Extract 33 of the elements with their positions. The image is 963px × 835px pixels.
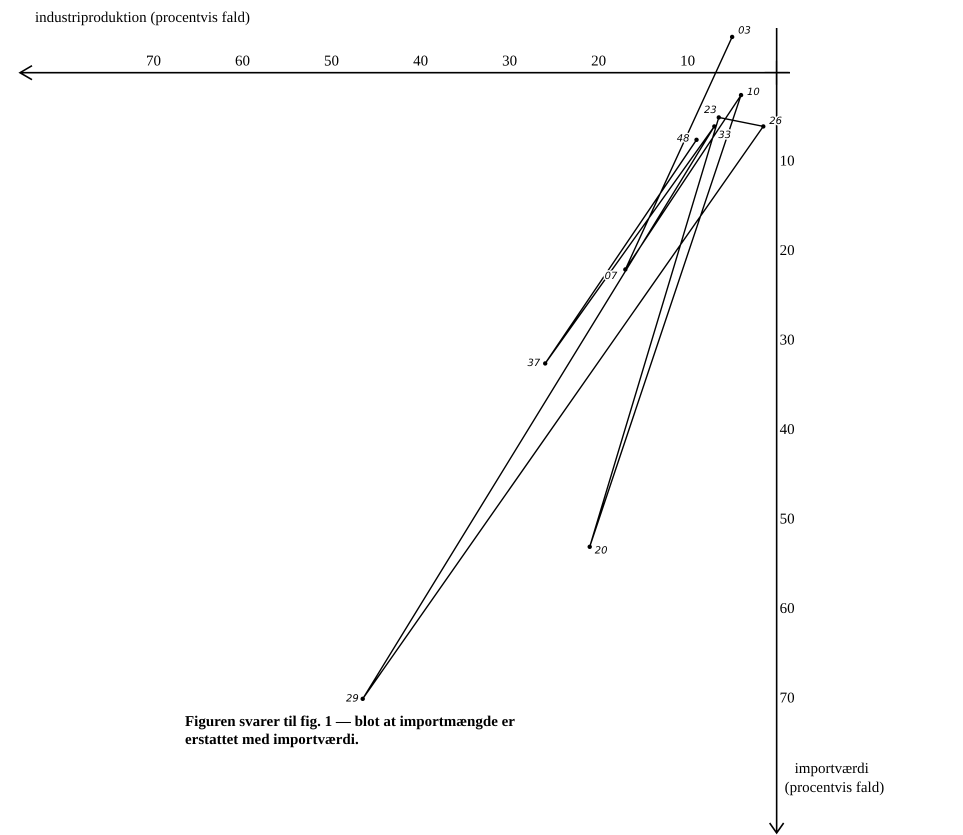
x-tick-label: 60 — [235, 54, 250, 70]
y-tick-label: 20 — [780, 243, 795, 260]
x-tick-label: 30 — [502, 54, 518, 70]
point — [588, 544, 592, 549]
point — [761, 124, 766, 129]
x-tick-label: 20 — [591, 54, 606, 70]
point — [623, 267, 628, 272]
annotation: 20 — [594, 546, 608, 557]
x-tick-label: 40 — [413, 54, 428, 70]
point — [712, 124, 717, 129]
annotation: 29 — [346, 694, 359, 705]
y-tick-label: 40 — [780, 422, 795, 438]
annotation: 03 — [738, 26, 751, 37]
annotation: Figuren svarer til fig. 1 — blot at importmængde er erstattet med importværdi. — [185, 714, 516, 748]
y-tick-label: 50 — [780, 511, 795, 528]
y-tick-label: 60 — [780, 600, 795, 617]
y-tick-label: 30 — [780, 332, 795, 348]
point — [694, 138, 699, 142]
y-axis-title: importværdi (procentvis fald) — [784, 761, 884, 796]
annotation: 10 — [747, 86, 760, 98]
annotation: 37 — [527, 358, 541, 370]
x-axis-title: industriproduktion (procentvis fald) — [35, 10, 250, 26]
y-tick-label: 10 — [780, 154, 795, 170]
x-tick-label: 10 — [680, 54, 696, 70]
point — [738, 92, 744, 98]
y-tick-label: 70 — [780, 690, 795, 706]
point — [716, 115, 721, 120]
point — [360, 696, 365, 702]
point — [730, 34, 734, 40]
point — [543, 361, 548, 366]
x-tick-label: 50 — [324, 54, 340, 70]
x-tick-label: 70 — [146, 54, 162, 70]
annotation: 23 — [704, 105, 717, 116]
